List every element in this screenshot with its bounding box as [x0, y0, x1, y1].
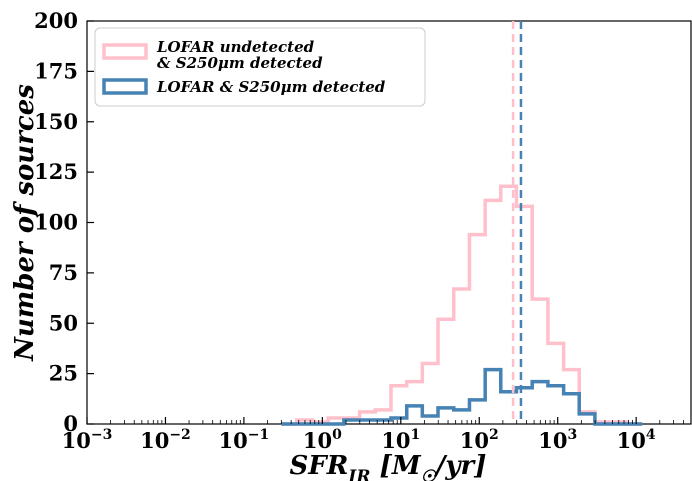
y-tick-label: 100 [34, 210, 78, 235]
y-tick-label: 150 [34, 109, 78, 134]
x-axis-label: SFRIR [M☉/yr] [290, 451, 487, 481]
histogram-series-layer [281, 184, 643, 426]
legend: LOFAR undetected& S250μm detected LOFAR &… [94, 27, 426, 107]
histogram-series-2 [281, 367, 643, 426]
y-tick-label: 75 [49, 260, 78, 285]
x-tick-label: 101 [381, 427, 420, 453]
median-lines-layer [511, 21, 523, 424]
y-tick-label: 50 [49, 310, 78, 335]
y-tick-label: 25 [49, 361, 78, 386]
x-tick-label: 10−2 [140, 427, 191, 453]
x-tick-label: 10−1 [219, 427, 270, 453]
y-tick-label: 200 [34, 8, 78, 33]
legend-box [94, 27, 426, 107]
legend-label-2: LOFAR & S250μm detected [156, 78, 386, 96]
legend-swatch-2 [102, 78, 148, 95]
x-tick-label: 102 [460, 427, 499, 453]
y-axis-label: Number of sources [10, 84, 40, 362]
x-tick-label: 104 [617, 427, 656, 453]
y-tick-label: 175 [34, 58, 78, 83]
legend-label-1-line2: & S250μm detected [157, 54, 323, 72]
histogram-series-1 [281, 184, 643, 426]
y-tick-label: 0 [63, 411, 78, 436]
x-tick-label: 100 [303, 427, 342, 453]
legend-label-1: LOFAR undetected [156, 38, 315, 56]
x-tick-label: 103 [538, 427, 577, 453]
axis-labels-layer: SFRIR [M☉/yr] Number of sources [10, 84, 486, 481]
axis-ticks-layer: 10−3 10−2 10−1 100 101 102 103 104 0 25 50 75 100 125… [34, 8, 692, 453]
x-tick-label: 10−3 [62, 427, 113, 453]
y-tick-label: 125 [34, 159, 78, 184]
legend-swatch-1 [102, 43, 148, 60]
